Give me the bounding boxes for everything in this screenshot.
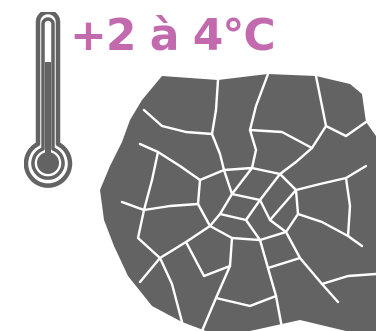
thermometer-inner-outline: [31, 17, 65, 180]
thermometer-bulb: [37, 152, 59, 174]
thermometer-icon: [24, 12, 73, 188]
map-outline: [100, 74, 376, 331]
thermometer-outline: [24, 12, 73, 188]
thermometer-mercury: [45, 62, 51, 158]
paris-arrondissements-map: [100, 72, 376, 331]
arrondissement-borders: [120, 72, 376, 331]
temperature-increase-headline: +2 à 4°C: [70, 10, 276, 61]
